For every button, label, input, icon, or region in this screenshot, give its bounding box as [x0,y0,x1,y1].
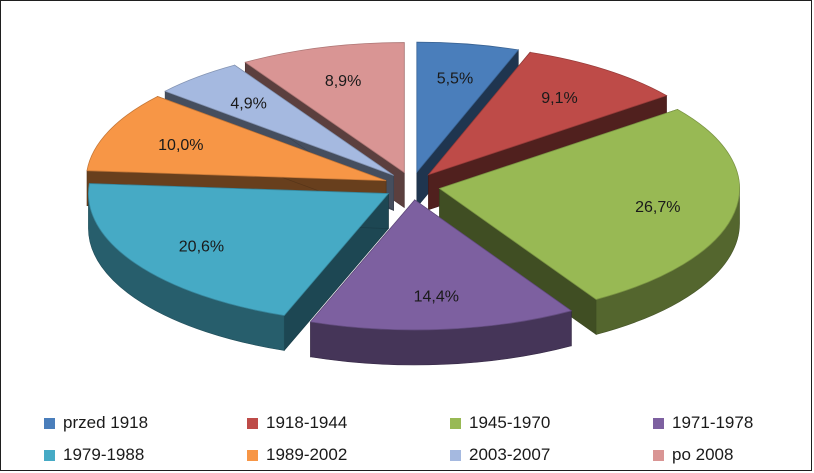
data-label-1: 9,1% [541,90,577,107]
data-label-0: 5,5% [437,70,473,87]
slice-przed-1918 [416,41,520,174]
legend: przed 1918 1918-1944 1945-1970 1971-1978 197… [44,412,804,466]
legend-item: 1945-1970 [450,412,653,434]
data-label-7: 8,9% [325,73,361,90]
slice-1945-1970 [438,108,740,300]
legend-label: 1945-1970 [469,413,551,432]
data-label-5: 10,0% [158,137,203,154]
data-label-4: 20,6% [179,238,224,255]
legend-swatch [450,449,461,461]
slice-1989-2002 [86,96,387,182]
legend-item: 1918-1944 [247,412,450,434]
legend-label: 1989-2002 [266,445,348,464]
legend-label: przed 1918 [63,413,149,432]
legend-swatch [653,417,664,429]
legend-item: przed 1918 [44,412,247,434]
slice-1918-1944 [427,51,668,176]
legend-swatch [44,449,55,461]
slice-1971-1978 [309,199,573,331]
legend-label: 1971-1978 [672,413,754,432]
legend-label: 2003-2007 [469,445,551,464]
legend-item: 2003-2007 [450,444,653,466]
slice-1979-1988 [88,183,390,316]
slice-2003-2007 [164,64,394,176]
slice-po-2008 [244,42,405,174]
slice-tops [86,41,740,331]
legend-item: po 2008 [653,444,804,466]
legend-item: 1971-1978 [653,412,804,434]
legend-swatch [44,417,55,429]
legend-label: 1918-1944 [266,413,348,432]
legend-swatch [450,417,461,429]
data-label-3: 14,4% [414,289,459,306]
slice-labels: 5,5% 9,1% 26,7% 14,4% 20,6% 10,0% 4,9% 8,9% [158,70,680,305]
legend-label: po 2008 [672,445,734,464]
legend-item: 1989-2002 [247,444,450,466]
data-label-2: 26,7% [635,199,680,216]
legend-swatch [247,449,258,461]
legend-swatch [247,417,258,429]
legend-label: 1979-1988 [63,445,145,464]
legend-swatch [653,449,664,461]
data-label-6: 4,9% [230,96,266,113]
legend-item: 1979-1988 [44,444,247,466]
